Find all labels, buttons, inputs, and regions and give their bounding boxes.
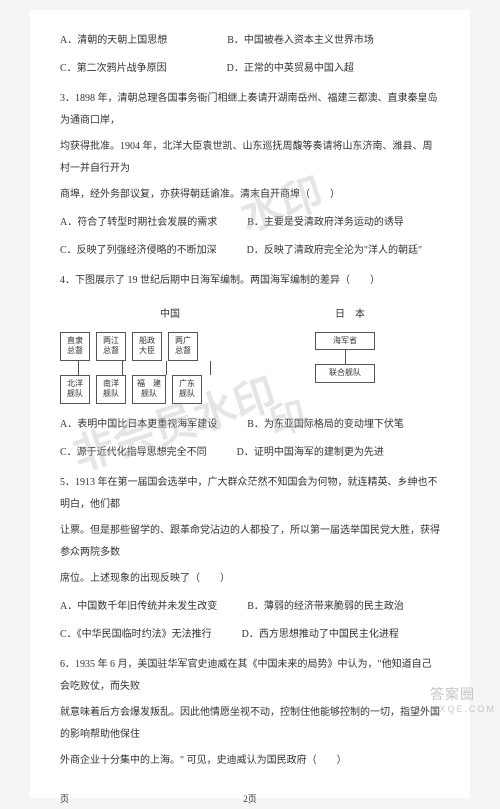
org-chart: 中国 日 本 直隶总督 两江总督 船政大臣 两广总督 北洋舰队 bbox=[60, 304, 440, 404]
jp-top: 海军省 bbox=[315, 332, 375, 350]
corner-site: MXQE.COM bbox=[430, 704, 496, 714]
q3-line3: 商埠，经外务部议复，亦获得朝廷谕准。清末自开商埠（ ） bbox=[60, 184, 440, 206]
chart-title-cn: 中国 bbox=[60, 304, 280, 326]
corner-brand: 答案圈 bbox=[430, 686, 475, 702]
q4-opt-b: B．为东亚国际格局的变动埋下伏笔 bbox=[247, 414, 404, 436]
cn-bot-0: 北洋舰队 bbox=[60, 375, 90, 404]
exam-page: 水印 非会员水印 印 A．清朝的天朝上国思想 B．中国被卷入资本主义世界市场 C… bbox=[30, 10, 470, 798]
q5-opt-d: D．西方思想推动了中国民主化进程 bbox=[242, 624, 399, 646]
q3: 3．1898 年，清朝总理各国事务衙门相继上奏请开湖南岳州、福建三都澳、直隶秦皇… bbox=[60, 88, 440, 206]
q3-opt-b: B．主要是受清政府洋务运动的诱导 bbox=[247, 212, 404, 234]
q3-opt-a: A．符合了转型时期社会发展的需求 bbox=[60, 212, 217, 234]
q5: 5．1913 年在第一届国会选举中，广大群众茫然不知国会为何物，就连精英、乡绅也… bbox=[60, 472, 440, 590]
q6-line3: 外商企业十分集中的上海。" 可见，史迪威认为国民政府（ ） bbox=[60, 750, 440, 772]
q4-opt-d: D．证明中国海军的建制更为先进 bbox=[237, 442, 384, 464]
q5-line3: 席位。上述现象的出现反映了（ ） bbox=[60, 568, 440, 590]
q6-line2: 就意味着后方会爆发叛乱。因此他情愿坐视不动，控制住他能够控制的一切，指望外国的影… bbox=[60, 702, 440, 746]
cn-bot-3: 广东舰队 bbox=[172, 375, 202, 404]
q5-opt-c: C．《中华民国临时约法》无法推行 bbox=[60, 624, 212, 646]
q3-options-row2: C．反映了列强经济侵略的不断加深 D．反映了清政府完全沦为"洋人的朝廷" bbox=[60, 240, 440, 262]
q5-opt-a: A．中国数千年旧传统并未发生改变 bbox=[60, 596, 217, 618]
q2-options-row1: A．清朝的天朝上国思想 B．中国被卷入资本主义世界市场 bbox=[60, 30, 440, 52]
cn-top-2: 船政大臣 bbox=[132, 332, 162, 361]
q3-line1: 3．1898 年，清朝总理各国事务衙门相继上奏请开湖南岳州、福建三都澳、直隶秦皇… bbox=[60, 88, 440, 132]
jp-bot: 联合舰队 bbox=[315, 364, 375, 382]
q5-line2: 让票。但是那些留学的、跟革命党沾边的人都投了，所以第一届选举国民党大胜，获得参众… bbox=[60, 520, 440, 564]
footer-left: 页 bbox=[60, 790, 69, 809]
q5-options-row1: A．中国数千年旧传统并未发生改变 B．薄弱的经济带来脆弱的民主政治 bbox=[60, 596, 440, 618]
cn-bot-2: 福 建舰队 bbox=[132, 375, 166, 404]
q3-opt-c: C．反映了列强经济侵略的不断加深 bbox=[60, 240, 217, 262]
cn-top-1: 两江总督 bbox=[96, 332, 126, 361]
footer-center: 2页 bbox=[243, 790, 257, 809]
q4-opt-c: C．源于近代化指导思想完全不同 bbox=[60, 442, 207, 464]
corner-watermark: 答案圈 MXQE.COM bbox=[430, 684, 496, 714]
q5-options-row2: C．《中华民国临时约法》无法推行 D．西方思想推动了中国民主化进程 bbox=[60, 624, 440, 646]
q4-options-row1: A．表明中国比日本更重视海军建设 B．为东亚国际格局的变动埋下伏笔 bbox=[60, 414, 440, 436]
china-chart: 直隶总督 两江总督 船政大臣 两广总督 北洋舰队 南洋舰队 福 建舰队 广东舰队 bbox=[60, 332, 280, 404]
q3-opt-d: D．反映了清政府完全沦为"洋人的朝廷" bbox=[247, 240, 422, 262]
q2-options-row2: C．第二次鸦片战争原因 D．正常的中英贸易中国入超 bbox=[60, 58, 440, 80]
q5-opt-b: B．薄弱的经济带来脆弱的民主政治 bbox=[247, 596, 404, 618]
q2-opt-a: A．清朝的天朝上国思想 bbox=[60, 30, 167, 52]
q3-options-row1: A．符合了转型时期社会发展的需求 B．主要是受清政府洋务运动的诱导 bbox=[60, 212, 440, 234]
q4-options-row2: C．源于近代化指导思想完全不同 D．证明中国海军的建制更为先进 bbox=[60, 442, 440, 464]
chart-title-jp: 日 本 bbox=[280, 304, 420, 326]
q2-opt-d: D．正常的中英贸易中国入超 bbox=[227, 58, 354, 80]
q4-opt-a: A．表明中国比日本更重视海军建设 bbox=[60, 414, 217, 436]
q2-opt-c: C．第二次鸦片战争原因 bbox=[60, 58, 167, 80]
cn-bot-1: 南洋舰队 bbox=[96, 375, 126, 404]
q6: 6．1935 年 6 月，美国驻华军官史迪威在其《中国未来的局势》中认为，"他知… bbox=[60, 654, 440, 772]
q2-opt-b: B．中国被卷入资本主义世界市场 bbox=[227, 30, 374, 52]
q4-stem: 4．下图展示了 19 世纪后期中日海军编制。两国海军编制的差异（ ） bbox=[60, 270, 440, 292]
q6-line1: 6．1935 年 6 月，美国驻华军官史迪威在其《中国未来的局势》中认为，"他知… bbox=[60, 654, 440, 698]
cn-top-3: 两广总督 bbox=[168, 332, 198, 361]
q3-line2: 均获得批准。1904 年，北洋大臣袁世凯、山东巡抚周馥等奏请将山东济南、潍县、周… bbox=[60, 136, 440, 180]
japan-chart: 海军省 联合舰队 bbox=[300, 332, 390, 383]
q5-line1: 5．1913 年在第一届国会选举中，广大群众茫然不知国会为何物，就连精英、乡绅也… bbox=[60, 472, 440, 516]
cn-top-0: 直隶总督 bbox=[60, 332, 90, 361]
